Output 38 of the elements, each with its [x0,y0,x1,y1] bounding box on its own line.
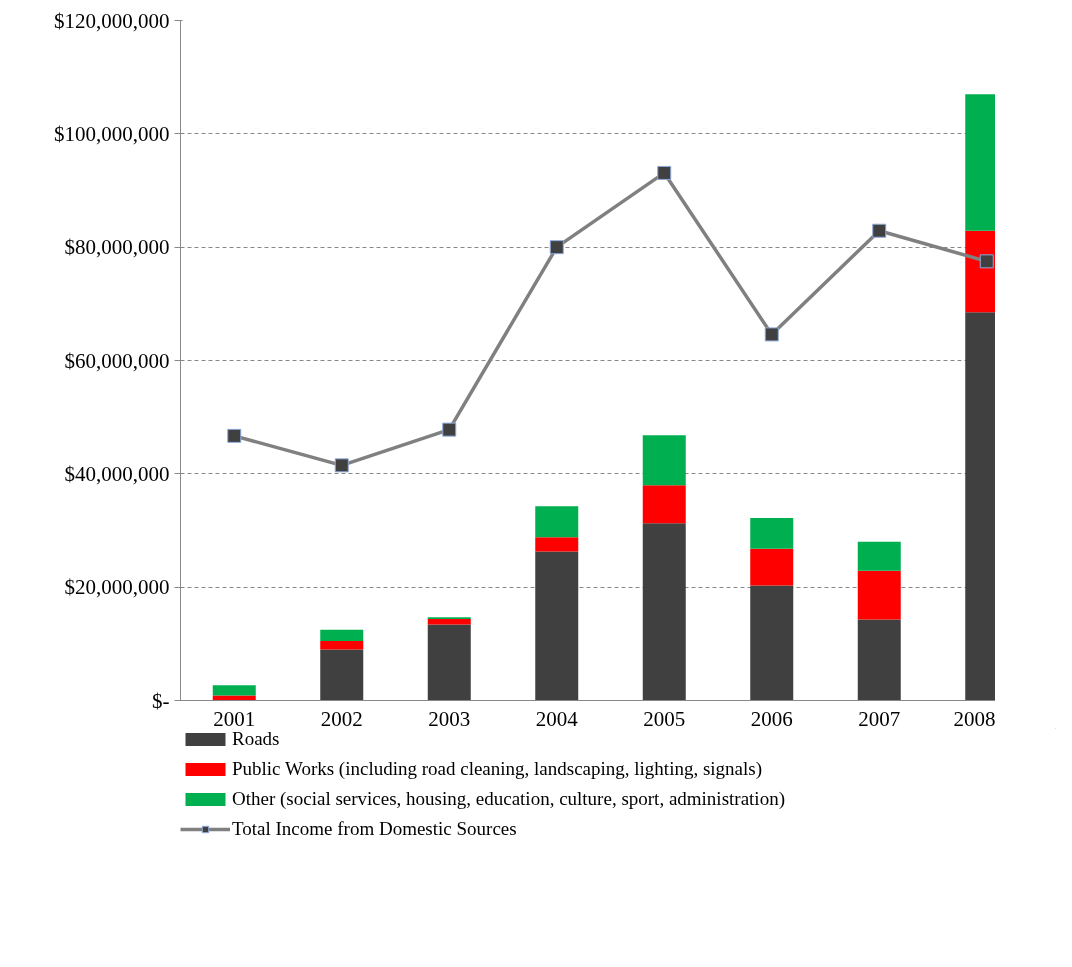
bar [642,485,686,524]
legend-label: Public Works (including road cleaning, landscaping, lighting, signals) [232,758,763,780]
x-tick-label: 2005 [643,706,686,731]
bar [857,570,901,620]
bar [535,537,579,552]
bar [750,548,794,586]
x-tick-label: 2003 [428,706,471,731]
y-tick-label: $100,000,000 [54,121,170,146]
x-tick-label: 2001 [213,706,256,731]
x-tick-label: 2006 [750,706,793,731]
bar [642,435,686,486]
bar [750,585,794,701]
bar [212,695,256,701]
x-tick-label: 2007 [858,706,901,731]
y-tick-label: $60,000,000 [64,348,170,373]
y-tick-label: $20,000,000 [64,575,170,600]
legend-label: Roads [232,728,280,750]
bar [535,551,579,701]
x-tick-label: 2002 [320,706,363,731]
x-tick-label: 2004 [535,706,579,731]
bar [642,523,686,701]
x-tick-label: 2008 [953,706,996,731]
bar [535,506,579,538]
bar [320,649,364,701]
legend-label: Total Income from Domestic Sources [232,818,517,840]
bar [857,541,901,571]
bar [320,641,364,650]
y-tick-label: $- [152,688,170,713]
bar [857,619,901,701]
y-tick-label: $40,000,000 [64,461,170,486]
bar [427,624,471,701]
bar [750,518,794,549]
legend-label: Other (social services, housing, education, culture, sport, administration) [232,788,785,810]
y-tick-label: $80,000,000 [64,235,170,260]
bar [320,629,364,641]
bar [212,685,256,696]
y-tick-label: $120,000,000 [54,8,170,33]
bar [427,618,471,625]
